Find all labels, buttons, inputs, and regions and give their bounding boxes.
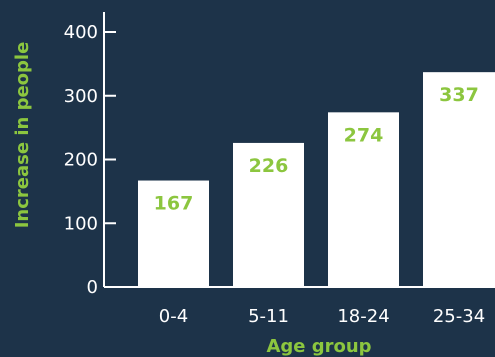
x-tick-label: 25-34 bbox=[433, 306, 485, 327]
x-axis-title: Age group bbox=[266, 336, 371, 357]
y-tick-label: 300 bbox=[64, 86, 98, 107]
data-label: 337 bbox=[439, 84, 479, 106]
x-tick-label: 0-4 bbox=[159, 306, 188, 327]
x-tick-label: 18-24 bbox=[337, 306, 389, 327]
y-tick-label: 100 bbox=[64, 213, 98, 234]
bar-25-34 bbox=[423, 72, 495, 287]
y-tick-label: 0 bbox=[87, 277, 98, 298]
axis-layer bbox=[103, 12, 495, 288]
y-axis-title: Increase in people bbox=[12, 42, 33, 229]
y-tick-label: 200 bbox=[64, 150, 98, 171]
data-label: 274 bbox=[344, 124, 384, 146]
data-label: 167 bbox=[154, 193, 194, 215]
data-label: 226 bbox=[249, 155, 289, 177]
y-ticks-layer: 0 100 200 300 400 bbox=[64, 22, 116, 298]
x-ticks-layer: 0-4 5-11 18-24 25-34 bbox=[159, 306, 485, 327]
y-tick-label: 400 bbox=[64, 22, 98, 43]
bar-5-11 bbox=[233, 142, 304, 287]
data-labels-layer: 167 226 274 337 bbox=[154, 84, 479, 214]
bar-18-24 bbox=[328, 112, 399, 287]
bars-layer bbox=[138, 72, 495, 287]
bar-0-4 bbox=[138, 180, 209, 287]
x-tick-label: 5-11 bbox=[248, 306, 289, 327]
